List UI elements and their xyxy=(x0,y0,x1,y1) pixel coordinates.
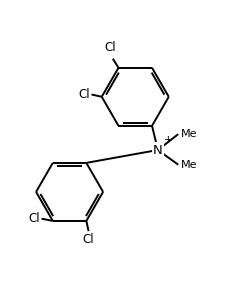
Text: +: + xyxy=(163,135,172,145)
Text: Cl: Cl xyxy=(29,212,40,225)
Text: Me: Me xyxy=(180,160,197,170)
Text: Me: Me xyxy=(180,129,197,139)
Text: Cl: Cl xyxy=(82,233,94,246)
Text: N: N xyxy=(152,143,162,157)
Text: Cl: Cl xyxy=(104,41,116,54)
Text: Cl: Cl xyxy=(79,88,90,101)
